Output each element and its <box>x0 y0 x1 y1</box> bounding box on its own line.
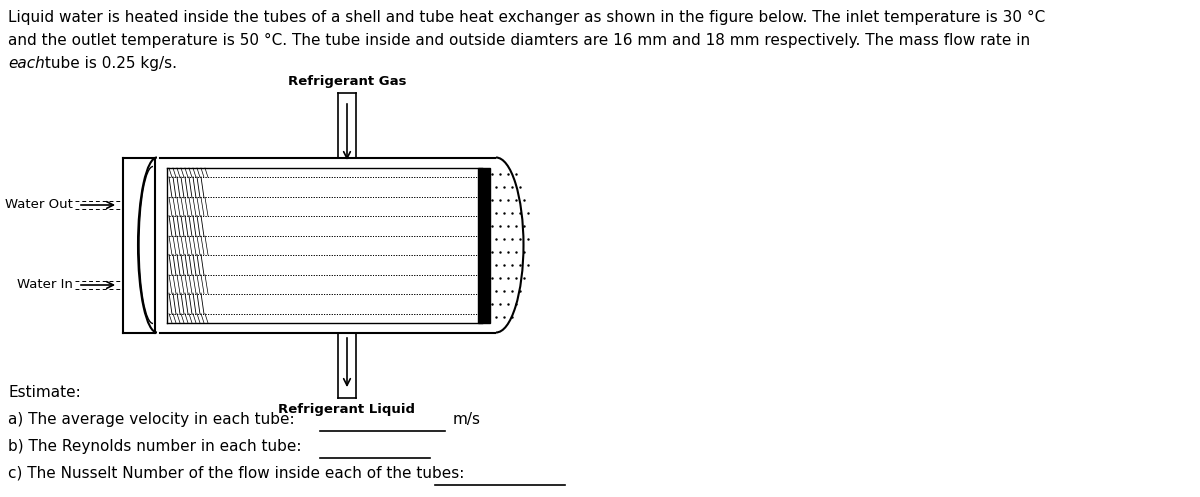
Bar <box>169 217 478 235</box>
Bar <box>169 256 478 274</box>
Text: Water Out: Water Out <box>5 198 73 212</box>
Text: b) The Reynolds number in each tube:: b) The Reynolds number in each tube: <box>8 439 301 454</box>
Text: Estimate:: Estimate: <box>8 385 80 400</box>
Text: Liquid water is heated inside the tubes of a shell and tube heat exchanger as sh: Liquid water is heated inside the tubes … <box>8 10 1045 25</box>
Text: a) The average velocity in each tube:: a) The average velocity in each tube: <box>8 412 295 427</box>
Text: and the outlet temperature is 50 °C. The tube inside and outside diamters are 16: and the outlet temperature is 50 °C. The… <box>8 33 1030 48</box>
Text: tube is 0.25 kg/s.: tube is 0.25 kg/s. <box>40 56 178 71</box>
Text: Refrigerant Liquid: Refrigerant Liquid <box>278 403 415 416</box>
Text: Refrigerant Gas: Refrigerant Gas <box>288 75 407 88</box>
Text: c) The Nusselt Number of the flow inside each of the tubes:: c) The Nusselt Number of the flow inside… <box>8 466 464 481</box>
Bar <box>169 178 478 196</box>
Bar <box>169 295 478 313</box>
Text: each: each <box>8 56 44 71</box>
Bar <box>478 168 490 323</box>
Text: Water In: Water In <box>17 278 73 292</box>
Text: m/s: m/s <box>454 412 481 427</box>
